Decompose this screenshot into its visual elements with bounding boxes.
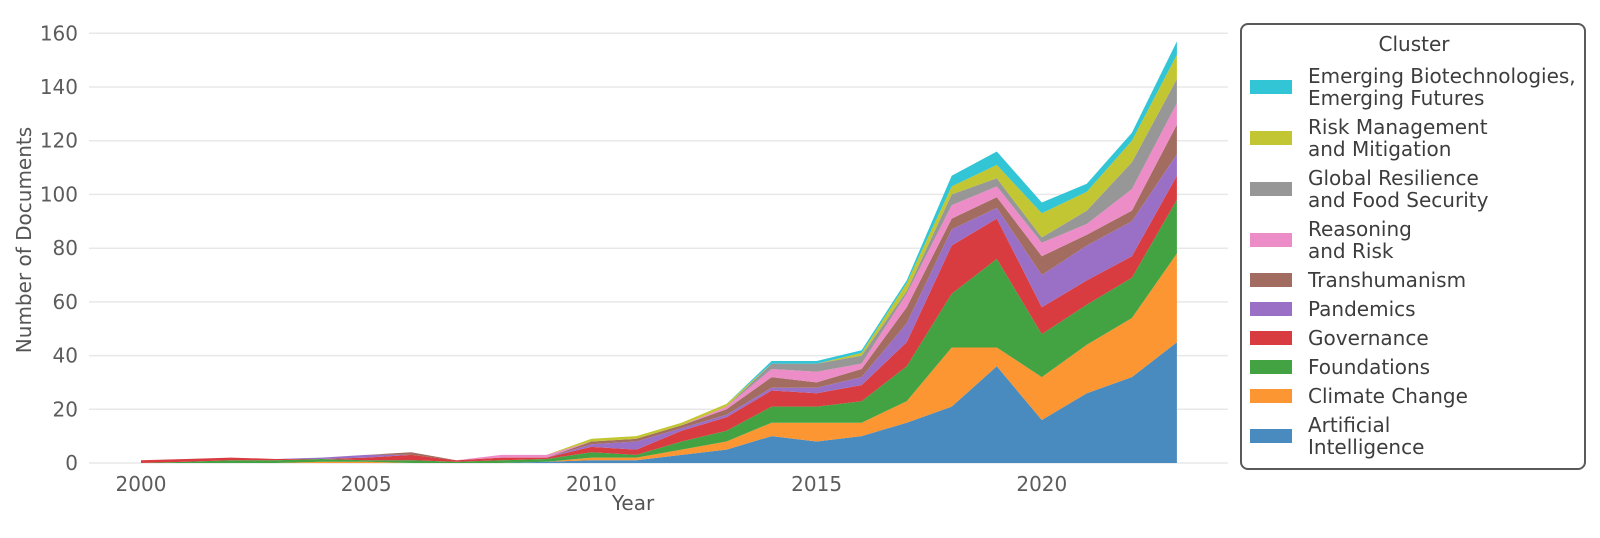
x-tick-label-2005: 2005: [341, 472, 392, 496]
x-axis-title: Year: [611, 491, 655, 515]
y-axis-title: Number of Documents: [12, 126, 36, 354]
y-tick-label-100: 100: [40, 182, 78, 206]
legend-item-climate-change: Climate Change: [1250, 385, 1578, 407]
legend-label: Global Resilience and Food Security: [1308, 166, 1489, 212]
legend-swatch-risk-management-icon: [1250, 131, 1292, 145]
x-tick-label-2015: 2015: [791, 472, 842, 496]
y-tick-label-0: 0: [65, 451, 78, 475]
legend-swatch-pandemics-icon: [1250, 302, 1292, 316]
legend-label: Transhumanism: [1308, 268, 1467, 292]
legend-label: Artificial Intelligence: [1308, 413, 1425, 459]
area-artificial-intelligence: [141, 342, 1177, 463]
legend-item-transhumanism: Transhumanism: [1250, 269, 1578, 291]
legend-label: Risk Management and Mitigation: [1308, 115, 1488, 161]
legend-title: Cluster: [1378, 32, 1450, 56]
legend-swatch-global-resilience-icon: [1250, 182, 1292, 196]
legend-label: Reasoning and Risk: [1308, 217, 1412, 263]
area-foundations: [141, 199, 1177, 464]
y-tick-label-20: 20: [53, 397, 78, 421]
legend-item-governance: Governance: [1250, 327, 1578, 349]
legend-swatch-foundations-icon: [1250, 360, 1292, 374]
legend-item-global-resilience: Global Resilience and Food Security: [1250, 167, 1578, 211]
x-tick-label-2010: 2010: [566, 472, 617, 496]
legend-item-pandemics: Pandemics: [1250, 298, 1578, 320]
legend-item-foundations: Foundations: [1250, 356, 1578, 378]
legend-label: Foundations: [1308, 355, 1431, 379]
legend-item-risk-management: Risk Management and Mitigation: [1250, 116, 1578, 160]
y-tick-label-120: 120: [40, 129, 78, 153]
legend-item-artificial-intelligence: Artificial Intelligence: [1250, 414, 1578, 458]
legend-swatch-emerging-biotechnologies-icon: [1250, 80, 1292, 94]
legend-box: Cluster Emerging Biotechnologies, Emergi…: [1240, 23, 1586, 470]
legend-swatch-climate-change-icon: [1250, 389, 1292, 403]
legend-label: Pandemics: [1308, 297, 1416, 321]
y-tick-label-80: 80: [53, 236, 78, 260]
legend-items: Emerging Biotechnologies, Emerging Futur…: [1250, 65, 1578, 458]
legend-swatch-reasoning-and-risk-icon: [1250, 233, 1292, 247]
area-climate-change: [141, 253, 1177, 463]
legend-label: Climate Change: [1308, 384, 1468, 408]
legend-swatch-artificial-intelligence-icon: [1250, 429, 1292, 443]
legend-item-emerging-biotechnologies: Emerging Biotechnologies, Emerging Futur…: [1250, 65, 1578, 109]
legend-swatch-transhumanism-icon: [1250, 273, 1292, 287]
x-tick-label-2020: 2020: [1016, 472, 1067, 496]
y-tick-label-140: 140: [40, 75, 78, 99]
legend-label: Governance: [1308, 326, 1429, 350]
legend-item-reasoning-and-risk: Reasoning and Risk: [1250, 218, 1578, 262]
legend-swatch-governance-icon: [1250, 331, 1292, 345]
y-tick-label-40: 40: [53, 344, 78, 368]
x-tick-label-2000: 2000: [116, 472, 167, 496]
y-tick-label-60: 60: [53, 290, 78, 314]
legend-label: Emerging Biotechnologies, Emerging Futur…: [1308, 64, 1576, 110]
y-tick-label-160: 160: [40, 21, 78, 45]
